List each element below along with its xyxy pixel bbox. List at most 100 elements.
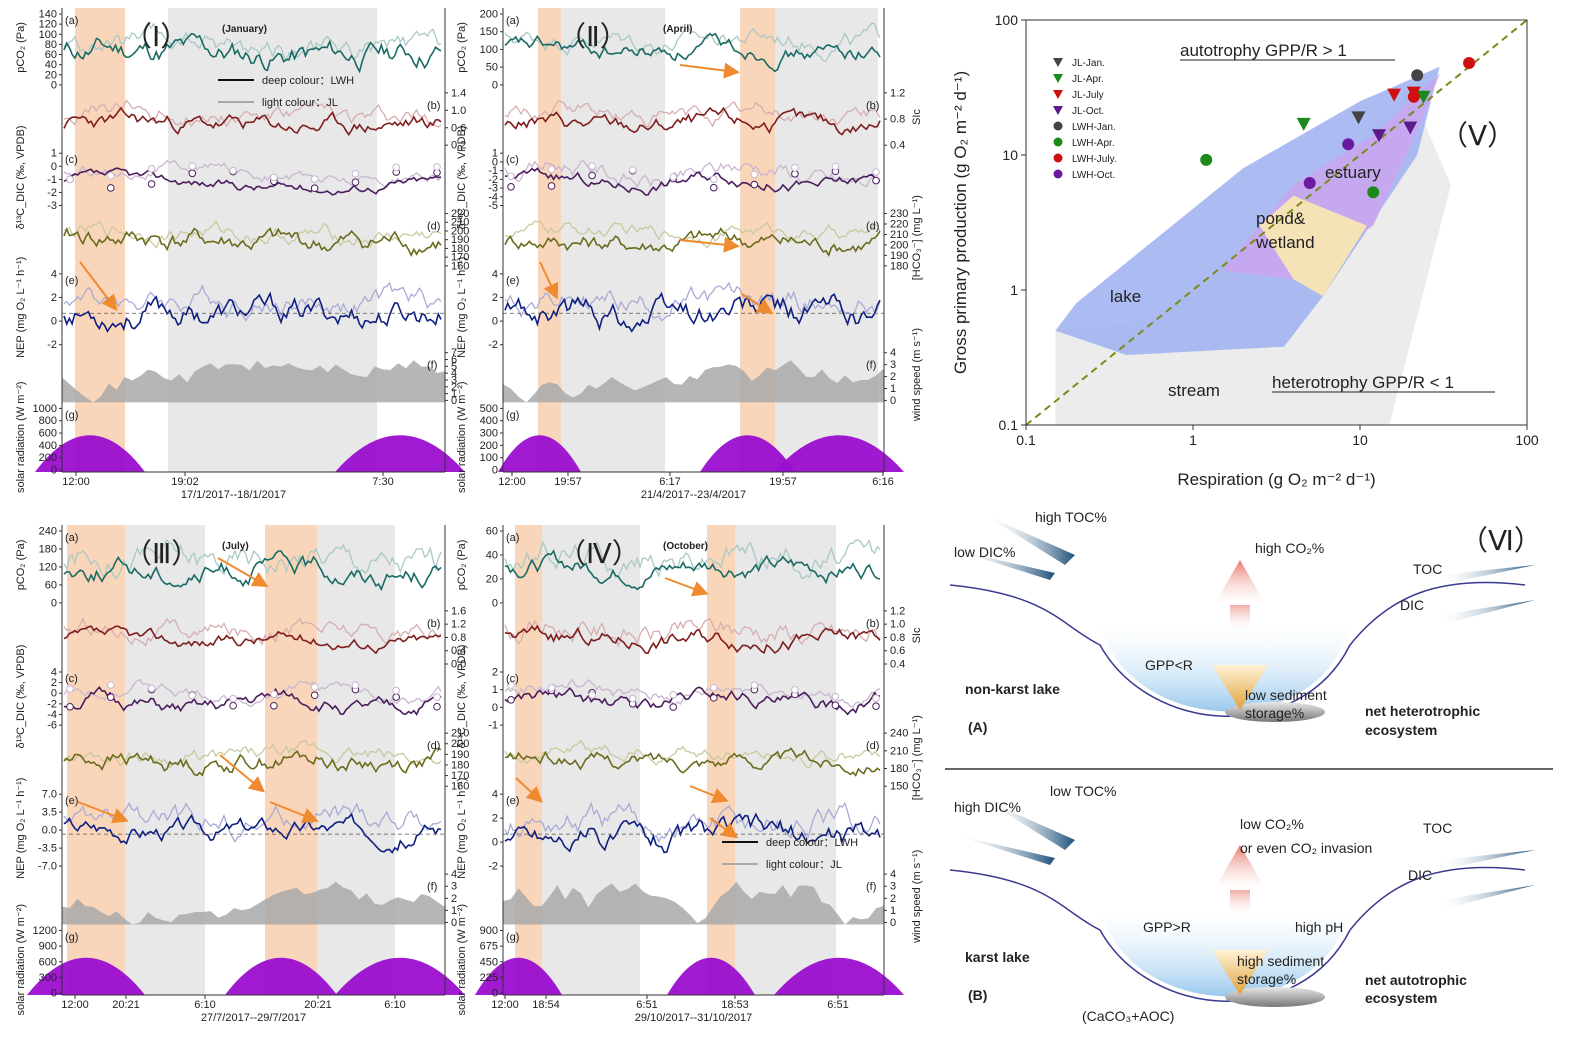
tick-label: 0 xyxy=(492,837,498,849)
d13c-sample-jl xyxy=(229,166,237,175)
tick-label: 4 xyxy=(451,869,457,881)
tick-label: -7.0 xyxy=(38,861,57,873)
tick-label: 1 xyxy=(451,388,457,400)
tick-label: -3 xyxy=(488,183,498,195)
tick-label: 0.6 xyxy=(451,122,466,134)
tick-label: 400 xyxy=(480,415,498,427)
hco3-series-jl xyxy=(63,739,442,769)
ecosystem-2: ecosystem xyxy=(1365,990,1437,1006)
panel-roman: （Ⅴ） xyxy=(1440,120,1515,151)
legend-marker xyxy=(1053,153,1063,163)
series-JL-Jan.: JL-Jan. xyxy=(1053,58,1366,125)
sediment-label-2: storage% xyxy=(1237,971,1296,987)
tick-label: 3 xyxy=(451,374,457,386)
tick-label: -2 xyxy=(488,174,498,186)
region-label-estuary: estuary xyxy=(1325,163,1381,182)
input-label-dic: low DIC% xyxy=(954,544,1015,560)
tick-label: -2 xyxy=(47,698,57,710)
tick-label: 4 xyxy=(890,869,896,881)
data-point xyxy=(1411,69,1424,82)
tick-label: -2 xyxy=(488,861,498,873)
solar-radiation-area xyxy=(475,957,904,995)
tick-label: 3 xyxy=(451,881,457,893)
d13c-sample-jl xyxy=(351,681,360,690)
nep-series-lwh xyxy=(63,291,442,333)
tick-label: 1200 xyxy=(33,925,57,937)
data-point xyxy=(1463,57,1476,70)
tick-label: 170 xyxy=(451,252,469,264)
sic-series-jl xyxy=(63,617,442,647)
d13c-series-jl xyxy=(63,678,442,708)
d13c-sample-jl xyxy=(507,681,515,689)
time-tick-label: 19:57 xyxy=(554,476,582,488)
d13c-sample-lwh xyxy=(310,691,319,700)
d13c-sample-lwh xyxy=(66,702,74,711)
y-tick-label: 1 xyxy=(1010,282,1018,298)
trend-arrow xyxy=(539,261,559,300)
tick-label: 900 xyxy=(39,941,57,953)
outflow-gas-2: or even CO₂ invasion xyxy=(1240,840,1372,856)
d13c-sample-jl xyxy=(66,685,74,693)
tick-label: 20 xyxy=(45,69,57,81)
subplot-letter: (c) xyxy=(506,154,519,166)
legend-label-deep: deep colour：LWH xyxy=(766,837,858,849)
panel-letter: (B) xyxy=(968,987,987,1003)
region-label-lake: lake xyxy=(1110,287,1141,306)
x-tick-label: 1 xyxy=(1189,432,1197,448)
nep-series-jl xyxy=(504,801,881,844)
trend-arrow xyxy=(217,557,269,587)
data-point xyxy=(1372,129,1387,143)
tick-label: 3 xyxy=(890,359,896,371)
tick-label: 7.0 xyxy=(42,789,57,801)
time-tick-label: 6:51 xyxy=(827,999,848,1011)
tick-label: 210 xyxy=(890,745,908,757)
tick-label: 0.2 xyxy=(451,140,466,152)
d13c-sample-jl xyxy=(547,684,556,692)
tick-label: 0 xyxy=(492,316,498,328)
data-point xyxy=(1296,117,1311,131)
tick-label: 400 xyxy=(39,440,57,452)
input-arrow-1 xyxy=(985,800,1075,850)
solar-hump xyxy=(27,957,145,995)
d13c-sample-jl xyxy=(750,170,759,179)
tick-label: 100 xyxy=(480,452,498,464)
d13c-sample-jl xyxy=(872,694,880,702)
tick-label: 2 xyxy=(492,667,498,679)
outflow-gas: high CO₂% xyxy=(1255,540,1324,556)
tick-label: 0.4 xyxy=(890,140,905,152)
sediment-label-1: high sediment xyxy=(1237,953,1324,969)
panel-roman: （Ⅲ） xyxy=(124,538,199,569)
tick-label: 50 xyxy=(486,62,498,74)
tick-label: 180 xyxy=(890,260,908,272)
panel-roman: （Ⅱ） xyxy=(558,21,628,52)
tick-label: 450 xyxy=(480,956,498,968)
subplot-letter: (b) xyxy=(866,100,879,112)
sediment-arrow-down xyxy=(1212,950,1268,995)
time-tick-label: 12:00 xyxy=(62,476,90,488)
series-LWH-Oct.: LWH-Oct. xyxy=(1053,138,1355,190)
subplot-letter: (a) xyxy=(65,532,78,544)
d13c-sample-jl xyxy=(588,691,596,699)
output-arrow-1 xyxy=(1440,850,1535,870)
wind-speed-area xyxy=(62,360,445,403)
region-label-stream: stream xyxy=(1168,381,1220,400)
y-axis-label-hco3: [HCO₃⁻] (mg L⁻¹) xyxy=(911,715,923,800)
lake-type: non-karst lake xyxy=(965,681,1060,697)
output-label-dic: DIC xyxy=(1400,597,1424,613)
tick-label: 300 xyxy=(39,972,57,984)
y-axis-label-sic: SIc xyxy=(911,627,923,643)
y-axis-label-hco3: [HCO₃⁻] (mg L⁻¹) xyxy=(911,195,923,280)
y-axis-label-d13c: δ¹³C_DIC (‰, VPDB) xyxy=(456,125,468,229)
d13c-sample-jl xyxy=(351,169,360,178)
co2-arrow-up xyxy=(1214,845,1266,890)
subplot-letter: (d) xyxy=(427,221,440,233)
tick-label: 1.6 xyxy=(451,605,466,617)
d13c-sample-jl xyxy=(310,175,319,183)
trend-arrow xyxy=(689,785,729,803)
nep-series-lwh xyxy=(504,812,881,854)
tick-label: 7 xyxy=(451,347,457,359)
y-axis-label-nep: NEP (mg O₂ L⁻¹ h⁻¹) xyxy=(15,778,27,879)
panel-month: (April) xyxy=(663,24,692,35)
subplot-letter: (e) xyxy=(506,275,519,287)
d13c-sample-lwh xyxy=(588,171,596,180)
